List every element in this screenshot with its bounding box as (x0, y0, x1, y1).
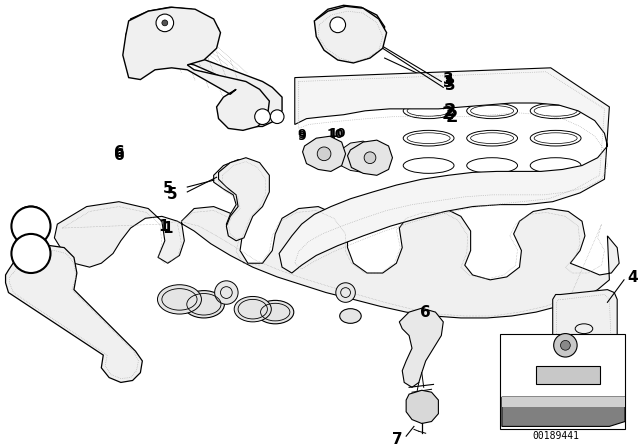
Text: 10: 10 (329, 127, 346, 140)
Polygon shape (279, 68, 609, 273)
Circle shape (270, 110, 284, 124)
Text: 6: 6 (420, 305, 431, 319)
Polygon shape (123, 7, 269, 130)
Polygon shape (500, 334, 625, 429)
Circle shape (554, 334, 577, 357)
Circle shape (317, 147, 331, 161)
Text: 3: 3 (444, 75, 454, 90)
Polygon shape (314, 6, 387, 63)
Circle shape (336, 283, 355, 302)
Text: 10: 10 (327, 128, 344, 141)
Polygon shape (6, 246, 142, 383)
Text: 2: 2 (442, 105, 454, 123)
Circle shape (12, 234, 51, 273)
Circle shape (155, 15, 171, 31)
Text: 6: 6 (113, 145, 124, 160)
Polygon shape (502, 397, 625, 426)
Polygon shape (316, 5, 385, 56)
Circle shape (330, 16, 344, 30)
Polygon shape (214, 159, 266, 238)
Polygon shape (303, 136, 346, 172)
Text: 3: 3 (444, 72, 454, 87)
Ellipse shape (157, 285, 202, 314)
Text: 5: 5 (166, 187, 177, 202)
Circle shape (156, 14, 173, 32)
Circle shape (13, 207, 49, 242)
Ellipse shape (234, 297, 271, 322)
Text: 00189441: 00189441 (532, 431, 579, 441)
Text: 11: 11 (507, 370, 522, 379)
Circle shape (364, 152, 376, 164)
Circle shape (13, 233, 49, 268)
Text: 3: 3 (445, 78, 456, 93)
Text: 12: 12 (23, 219, 38, 229)
Text: 11: 11 (23, 249, 38, 258)
Polygon shape (125, 7, 282, 126)
Polygon shape (338, 141, 377, 172)
Ellipse shape (340, 309, 361, 323)
Text: 9: 9 (298, 128, 306, 141)
Text: 12: 12 (23, 221, 38, 231)
Text: 11: 11 (23, 246, 38, 255)
Circle shape (160, 20, 166, 26)
Circle shape (214, 281, 238, 304)
Circle shape (162, 20, 168, 26)
Text: 4: 4 (627, 271, 637, 285)
Circle shape (330, 17, 346, 33)
Circle shape (255, 109, 270, 125)
Ellipse shape (257, 300, 294, 324)
Text: 9: 9 (298, 130, 306, 143)
Text: 2: 2 (444, 102, 456, 120)
Polygon shape (536, 366, 600, 384)
Polygon shape (305, 138, 338, 168)
Circle shape (12, 207, 51, 246)
Text: 12: 12 (507, 340, 522, 350)
Polygon shape (218, 158, 269, 241)
Text: 5: 5 (163, 181, 173, 197)
Text: 2: 2 (445, 108, 458, 126)
Polygon shape (502, 397, 625, 407)
Polygon shape (399, 308, 444, 388)
Text: 1: 1 (162, 220, 172, 236)
Text: 7: 7 (392, 431, 402, 447)
Ellipse shape (184, 291, 225, 318)
Text: 1: 1 (158, 219, 168, 233)
Circle shape (561, 340, 570, 350)
Polygon shape (406, 390, 438, 423)
Polygon shape (553, 289, 617, 363)
Polygon shape (348, 140, 392, 175)
Text: 6: 6 (113, 148, 124, 163)
Polygon shape (54, 202, 619, 318)
